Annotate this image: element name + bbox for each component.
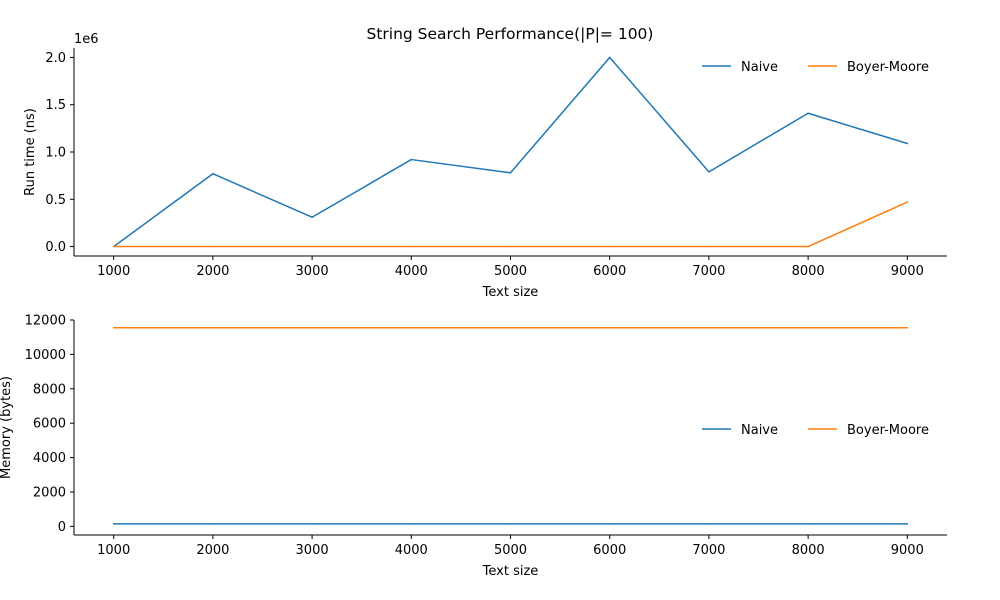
y-tick-label: 0.0 [45,240,66,255]
data-point [410,245,413,248]
data-point [807,245,809,248]
data-point [906,201,909,203]
data-point [311,216,313,219]
y-tick-label: 12000 [25,314,66,329]
x-tick-label: 4000 [395,264,428,279]
data-point [608,523,611,525]
x-tick-label: 5000 [494,543,527,558]
y-axis-label: Memory (bytes) [0,376,14,479]
data-point [410,523,413,525]
legend-label: Boyer-Moore [847,60,929,75]
legend-label: Naive [741,60,778,75]
x-tick-label: 9000 [891,264,924,279]
data-point [509,172,512,174]
data-point [212,326,214,329]
data-point [509,245,512,248]
x-tick-label: 8000 [792,543,825,558]
x-tick-label: 4000 [395,543,428,558]
data-point [708,326,710,329]
legend-label: Boyer-Moore [847,423,929,438]
data-point [410,158,413,161]
data-point [311,245,313,248]
figure-title: String Search Performance(|P|= 100) [367,25,654,43]
data-point [112,245,115,248]
x-tick-label: 9000 [891,543,924,558]
x-tick-label: 8000 [792,264,825,279]
data-point [608,326,611,329]
data-point [112,523,115,525]
data-point [311,523,313,525]
legend-label: Naive [741,423,778,438]
y-tick-label: 2.0 [45,51,66,66]
y-tick-label: 4000 [33,451,66,466]
y-tick-label: 6000 [33,417,66,432]
data-point [311,326,313,329]
y-tick-label: 8000 [33,382,66,397]
data-point [906,326,909,329]
data-point [807,112,809,115]
x-tick-label: 6000 [593,543,626,558]
data-point [807,523,809,525]
data-point [112,326,115,329]
data-point [509,523,512,525]
y-tick-label: 1.0 [45,146,66,161]
y-offset-label: 1e6 [74,32,99,47]
x-axis-label: Text size [482,285,539,300]
x-axis-label: Text size [482,564,539,579]
x-tick-label: 1000 [97,543,130,558]
data-point [212,172,214,175]
x-tick-label: 1000 [97,264,130,279]
data-point [708,523,710,525]
y-tick-label: 2000 [33,486,66,501]
x-tick-label: 2000 [196,264,229,279]
series-line-boyer-moore [113,201,908,248]
data-point [807,326,809,329]
series-line-naive [113,56,908,248]
y-tick-label: 10000 [25,348,66,363]
data-point [708,245,710,248]
x-tick-label: 5000 [494,264,527,279]
x-tick-label: 2000 [196,543,229,558]
x-tick-label: 7000 [692,264,725,279]
data-point [410,326,413,329]
data-point [212,245,214,248]
x-tick-label: 6000 [593,264,626,279]
data-point [708,171,710,173]
x-tick-label: 3000 [296,543,329,558]
data-point [509,326,512,329]
x-tick-label: 7000 [692,543,725,558]
data-point [608,245,611,248]
data-point [906,142,909,145]
y-tick-label: 1.5 [45,98,66,113]
memory-chart: 1000 2000 3000 4000 5000 6000 7000 8000 9000 0 200… [0,314,947,579]
y-axis-label: Run time (ns) [23,108,38,196]
runtime-chart: 1000 2000 3000 4000 5000 6000 7000 8000 9000 0.0 0… [23,32,947,300]
data-point [212,523,214,525]
data-point [608,56,611,59]
y-tick-label: 0 [58,520,66,535]
x-tick-label: 3000 [296,264,329,279]
y-tick-label: 0.5 [45,193,66,208]
data-point [906,523,909,525]
